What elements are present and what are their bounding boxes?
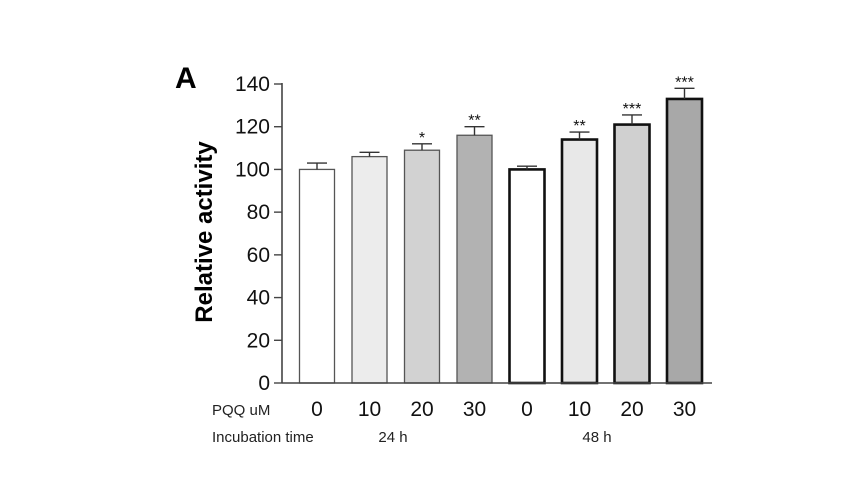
significance-marker-3: ** bbox=[468, 113, 480, 130]
y-tick-label-0: 0 bbox=[258, 372, 270, 395]
bar-5 bbox=[560, 138, 599, 385]
error-bar-4 bbox=[517, 165, 537, 170]
bar-1 bbox=[351, 155, 388, 384]
error-bar-6 bbox=[622, 114, 642, 125]
category-labels-layer: PQQ uM 0 10 20 30 0 10 20 30 Incubation time 24 h 4… bbox=[212, 398, 696, 446]
group-label-0: 24 h bbox=[378, 429, 407, 446]
category-label-7: 30 bbox=[673, 398, 696, 421]
bar-3 bbox=[456, 134, 493, 384]
significance-marker-5: ** bbox=[573, 118, 585, 135]
bar-7 bbox=[665, 97, 704, 385]
error-bar-0 bbox=[307, 162, 327, 170]
error-bar-1 bbox=[359, 151, 380, 157]
y-tick-label-7: 140 bbox=[235, 73, 270, 96]
y-tick-label-6: 120 bbox=[235, 116, 270, 139]
error-bar-5 bbox=[569, 131, 590, 140]
bars-layer bbox=[298, 97, 704, 385]
axes-layer: 0 20 40 60 80 100 120 140 bbox=[235, 73, 712, 395]
category-label-6: 20 bbox=[620, 398, 643, 421]
category-label-2: 20 bbox=[410, 398, 433, 421]
significance-layer: *** ******** bbox=[419, 74, 694, 147]
category-label-3: 30 bbox=[463, 398, 486, 421]
error-bar-2 bbox=[412, 143, 432, 151]
y-tick-label-1: 20 bbox=[247, 329, 270, 352]
category-label-4: 0 bbox=[521, 398, 533, 421]
category-label-1: 10 bbox=[358, 398, 381, 421]
category-label-0: 0 bbox=[311, 398, 323, 421]
group-label-1: 48 h bbox=[582, 429, 611, 446]
bar-2 bbox=[403, 149, 441, 384]
group-row-label: Incubation time bbox=[212, 429, 314, 446]
y-tick-label-3: 60 bbox=[247, 244, 270, 267]
y-axis-label: Relative activity bbox=[191, 141, 218, 323]
significance-marker-6: *** bbox=[623, 101, 642, 118]
y-tick-label-2: 40 bbox=[247, 287, 270, 310]
panel-label: A bbox=[175, 62, 197, 95]
significance-marker-2: * bbox=[419, 130, 425, 147]
significance-marker-7: *** bbox=[675, 74, 694, 91]
y-tick-label-5: 100 bbox=[235, 158, 270, 181]
error-bar-3 bbox=[464, 126, 485, 136]
bar-0 bbox=[298, 168, 336, 384]
error-bars-layer bbox=[307, 87, 695, 170]
category-label-5: 10 bbox=[568, 398, 591, 421]
y-tick-label-4: 80 bbox=[247, 201, 270, 224]
error-bar-7 bbox=[674, 87, 695, 99]
bar-6 bbox=[613, 123, 651, 385]
category-row-label: PQQ uM bbox=[212, 402, 270, 419]
bar-4 bbox=[508, 168, 546, 385]
